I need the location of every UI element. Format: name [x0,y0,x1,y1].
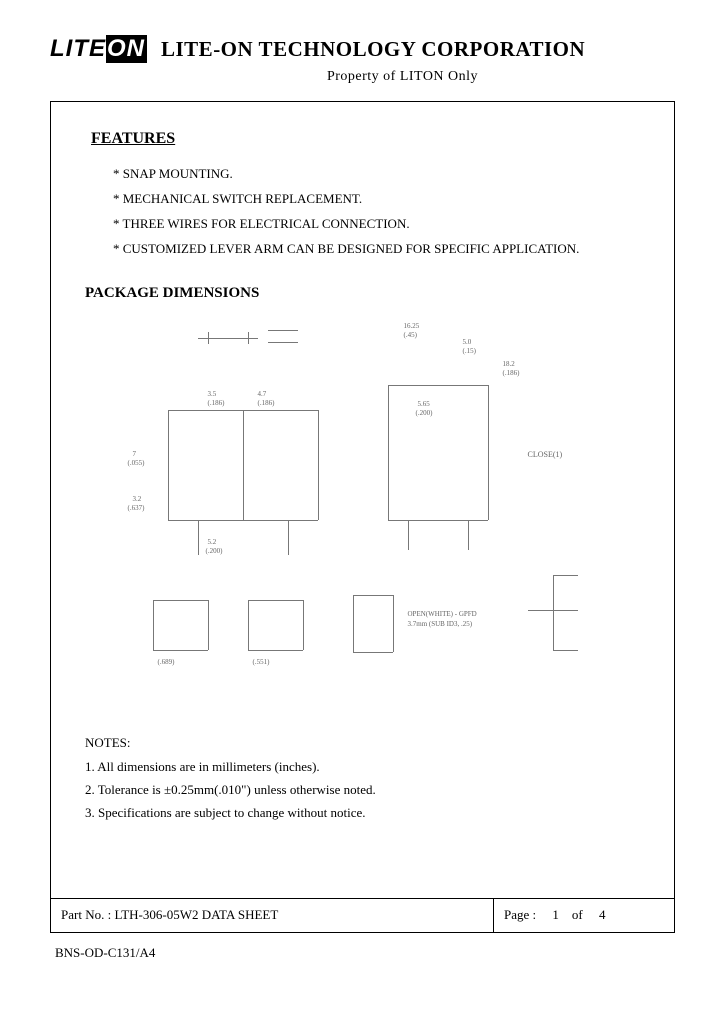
footer-page: Page : 1 of 4 [494,899,674,932]
page-of: of [572,907,583,922]
page-label: Page : [504,907,536,922]
notes-title: NOTES: [85,735,644,751]
main-frame: FEATURES * SNAP MOUNTING. * MECHANICAL S… [50,101,675,933]
dim-label: 5.2 [208,538,217,546]
package-title: PACKAGE DIMENSIONS [85,285,644,302]
dim-label: (.689) [158,658,175,666]
company-name: LITE-ON TECHNOLOGY CORPORATION [161,37,585,62]
dim-label: (.200) [416,409,433,417]
dim-label: 3.5 [208,390,217,398]
page-total: 4 [599,907,606,922]
dim-label: 3.2 [133,495,142,503]
dim-label: OPEN(WHITE) - GPFD [408,610,477,618]
logo-part2: ON [106,35,147,63]
header: LITEON LITE-ON TECHNOLOGY CORPORATION [50,35,675,63]
page: LITEON LITE-ON TECHNOLOGY CORPORATION Pr… [0,0,720,1012]
feature-item: * THREE WIRES FOR ELECTRICAL CONNECTION. [113,216,644,232]
package-diagram: 16.25 (.45) 5.0 (.15) 18.2 (.186) 3.5 (.… [108,320,628,715]
part-no-value: LTH-306-05W2 DATA SHEET [114,907,278,922]
dim-label: (.45) [404,331,417,339]
dim-label: 5.0 [463,338,472,346]
note-item: 3. Specifications are subject to change … [85,805,644,821]
notes-list: 1. All dimensions are in millimeters (in… [85,759,644,821]
subtitle: Property of LITON Only [50,69,675,85]
page-current: 1 [552,907,559,922]
dim-label: 3.7mm (SUB ID3, .25) [408,620,473,628]
dim-label: CLOSE(1) [528,450,563,459]
feature-item: * MECHANICAL SWITCH REPLACEMENT. [113,191,644,207]
content: FEATURES * SNAP MOUNTING. * MECHANICAL S… [51,102,674,838]
footer: Part No. : LTH-306-05W2 DATA SHEET Page … [51,898,674,932]
dim-label: (.637) [128,504,145,512]
note-item: 2. Tolerance is ±0.25mm(.010") unless ot… [85,782,644,798]
dim-label: (.186) [258,399,275,407]
dim-label: 16.25 [404,322,420,330]
dim-label: 7 [133,450,137,458]
part-no-label: Part No. : [61,907,111,922]
features-title: FEATURES [91,130,644,148]
dim-label: (.200) [206,547,223,555]
features-list: * SNAP MOUNTING. * MECHANICAL SWITCH REP… [113,166,644,257]
feature-item: * SNAP MOUNTING. [113,166,644,182]
dim-label: (.551) [253,658,270,666]
document-code: BNS-OD-C131/A4 [55,945,675,961]
dim-label: 18.2 [503,360,515,368]
footer-part-no: Part No. : LTH-306-05W2 DATA SHEET [51,899,494,932]
feature-item: * CUSTOMIZED LEVER ARM CAN BE DESIGNED F… [113,241,644,257]
logo: LITEON [50,35,147,63]
note-item: 1. All dimensions are in millimeters (in… [85,759,644,775]
dim-label: 4.7 [258,390,267,398]
dim-label: (.15) [463,347,476,355]
dim-label: 5.65 [418,400,430,408]
dim-label: (.055) [128,459,145,467]
logo-part1: LITE [50,35,106,62]
dim-label: (.186) [503,369,520,377]
dim-label: (.186) [208,399,225,407]
